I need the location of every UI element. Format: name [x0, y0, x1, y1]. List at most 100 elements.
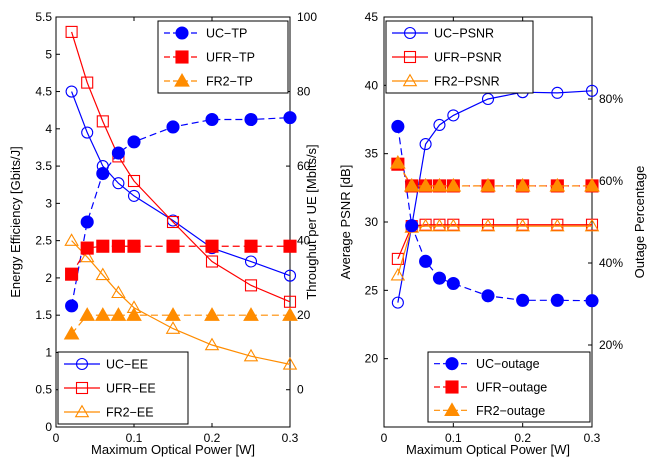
x-tick-label: 0.1 [445, 431, 462, 445]
data-point [283, 269, 297, 282]
data-point [81, 126, 94, 139]
x-tick-label: 0.3 [282, 431, 299, 445]
x-axis-label: Maximum Optical Power [W] [406, 442, 570, 457]
data-point [166, 120, 180, 134]
data-point [244, 279, 258, 292]
y-tick-label: 35 [365, 147, 379, 161]
data-point [65, 85, 78, 98]
series-line-right-0 [397, 126, 593, 302]
legend-marker [403, 50, 417, 64]
data-point [551, 86, 564, 99]
x-tick-label: 0.1 [126, 431, 143, 445]
data-point [516, 293, 530, 307]
legend-label: FR2−TP [206, 75, 253, 89]
y-tick-label: 5 [45, 47, 52, 61]
y-right-tick-label: 60 [297, 159, 311, 173]
data-point [95, 267, 111, 281]
y-right-tick-label: 60% [599, 174, 623, 188]
data-point [63, 325, 80, 340]
legend-label: UC−TP [206, 27, 247, 41]
y-right-tick-label: 100 [297, 10, 317, 24]
data-point [481, 289, 495, 303]
data-point [65, 25, 78, 38]
data-point [391, 296, 404, 309]
x-tick-label: 0 [381, 431, 388, 445]
data-point [405, 219, 419, 233]
legend-marker [75, 357, 89, 371]
data-point [283, 239, 297, 253]
data-point [205, 239, 219, 253]
data-point [166, 215, 180, 229]
data-point [446, 218, 461, 232]
y-axis-label: Average PSNR [dB] [338, 165, 353, 280]
y-right-tick-label: 40% [599, 256, 623, 270]
y-tick-label: 20 [365, 352, 379, 366]
x-tick-label: 0.3 [584, 431, 601, 445]
legend-marker [175, 26, 189, 40]
data-point [126, 307, 142, 321]
series-line-left-1 [71, 31, 291, 303]
y-right-axis-label: Outage Percentage [632, 166, 647, 279]
data-point [550, 293, 564, 307]
data-point [166, 239, 180, 253]
legend-label: UFR−outage [476, 381, 547, 395]
y-tick-label: 40 [365, 78, 379, 92]
data-point [205, 112, 219, 127]
data-point [79, 307, 96, 321]
y-right-tick-label: 80 [297, 85, 311, 99]
legend-label: FR2−PSNR [434, 75, 500, 89]
data-point [432, 218, 447, 232]
data-point [433, 118, 446, 132]
series-line-left-2 [71, 240, 291, 365]
y-tick-label: 3.5 [35, 159, 52, 173]
y-right-tick-label: 20 [297, 308, 311, 322]
data-point [403, 177, 420, 192]
series-line-left-2 [397, 225, 592, 276]
data-point [431, 177, 448, 192]
data-point [165, 307, 181, 321]
legend-marker [175, 50, 189, 64]
data-point [390, 154, 406, 169]
legend-label: UC−PSNR [434, 27, 494, 41]
legend-label: UC−EE [106, 358, 148, 372]
legend-marker [445, 357, 459, 371]
data-point [127, 174, 141, 188]
data-point [585, 84, 599, 97]
data-point [96, 239, 110, 253]
legend-marker [75, 381, 89, 395]
x-tick-label: 0 [53, 431, 60, 445]
data-point [391, 252, 404, 265]
legend-label: UFR−EE [106, 382, 156, 396]
data-point [244, 255, 258, 268]
y-right-tick-label: 20% [599, 338, 623, 352]
data-point [446, 276, 460, 291]
data-point [419, 138, 432, 151]
data-point [96, 166, 110, 181]
y-tick-label: 2.5 [35, 234, 52, 248]
data-point [94, 307, 111, 321]
y-tick-label: 5.5 [35, 10, 52, 24]
y-right-tick-label: 80% [599, 92, 623, 106]
series-line-left-0 [397, 90, 593, 303]
data-point [204, 307, 220, 321]
data-point [110, 307, 127, 321]
data-point [64, 233, 79, 246]
legend-marker [174, 72, 190, 87]
y-tick-label: 1.5 [35, 308, 52, 322]
x-tick-label: 0.2 [204, 431, 221, 445]
legend-marker [445, 380, 459, 394]
y-tick-label: 25 [365, 283, 379, 297]
data-point [391, 119, 405, 134]
data-point [96, 115, 109, 128]
series-line-right-0 [71, 117, 291, 306]
y-right-tick-label: 40 [297, 234, 311, 248]
data-point [80, 241, 94, 255]
data-point [112, 177, 125, 190]
legend-label: UFR−TP [206, 51, 255, 65]
data-point [165, 321, 181, 334]
data-point [445, 177, 462, 192]
y-tick-label: 2 [45, 271, 52, 285]
data-point [79, 249, 95, 263]
data-point [81, 76, 94, 89]
